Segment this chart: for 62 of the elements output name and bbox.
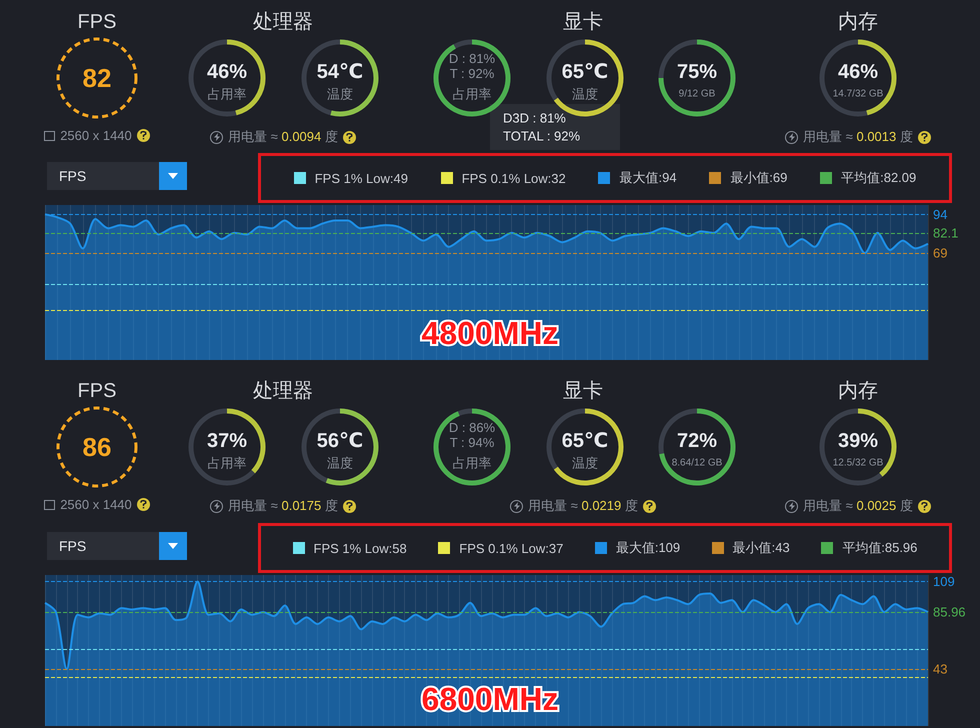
data-label: D : 86% T : 94% <box>448 420 496 450</box>
text: 显卡 <box>563 380 603 402</box>
text: D3D : 81% TOTAL : 92% <box>503 110 581 144</box>
ref-line-label: 94 <box>933 206 948 222</box>
text: 4800MHz <box>422 315 558 351</box>
text: 显卡 <box>563 11 603 33</box>
category-label: 占用率 <box>208 86 246 102</box>
category-label: 温度 <box>572 86 598 102</box>
data-label: 37% <box>206 430 248 452</box>
text: 最大值:109 <box>616 539 680 557</box>
category-label: 温度 <box>572 456 598 470</box>
data-label: 65℃ <box>562 430 608 452</box>
ref-line-label: 109 <box>933 574 955 590</box>
text: 最小值:69 <box>730 169 788 187</box>
category-label: 占用率 <box>452 456 492 470</box>
text: FPS 0.1% Low:32 <box>462 170 566 186</box>
text: 用电量 ≈ 0.0219 度 <box>528 498 638 513</box>
text: FPS <box>59 168 88 184</box>
text: 内存 <box>838 11 878 33</box>
category-label: 温度 <box>327 86 353 102</box>
text: FPS 1% Low:58 <box>314 540 407 556</box>
category-label: 占用率 <box>208 456 246 470</box>
text: 最小值:43 <box>732 539 790 557</box>
text: 2560 x 1440 <box>60 128 132 143</box>
data-label: 65℃ <box>562 61 608 83</box>
category-label: 温度 <box>327 456 353 470</box>
data-label: 39% <box>838 430 878 452</box>
category-label: 9/12 GB <box>678 88 716 100</box>
data-label: D : 81% T : 92% <box>448 51 496 81</box>
text: FPS 0.1% Low:37 <box>459 540 564 556</box>
data-label: 46% <box>206 61 248 83</box>
text: FPS <box>78 11 116 33</box>
text: 最大值:94 <box>619 169 677 187</box>
category-label: 14.7/32 GB <box>832 88 884 100</box>
text: 内存 <box>838 380 878 402</box>
category-label: 12.5/32 GB <box>832 458 884 468</box>
data-label: 46% <box>838 61 878 83</box>
ref-line-label: 43 <box>933 662 948 677</box>
data-label: 56℃ <box>316 430 364 452</box>
text: FPS <box>78 380 116 402</box>
data-label: 54℃ <box>316 61 364 83</box>
text: 平均值:82.09 <box>841 169 916 187</box>
category-label: 8.64/12 GB <box>672 458 723 468</box>
data-label: 75% <box>676 61 718 83</box>
text: 86 <box>82 432 112 462</box>
ref-line-label: 82.1 <box>933 225 958 240</box>
text: 用电量 ≈ 0.0025 度 <box>803 498 913 513</box>
ref-line-label: 85.96 <box>933 604 966 620</box>
text: 82 <box>82 63 112 93</box>
text: 平均值:85.96 <box>842 539 918 557</box>
text: 处理器 <box>253 11 313 33</box>
text: 处理器 <box>253 380 313 402</box>
text: FPS 1% Low:49 <box>314 170 408 186</box>
text: 6800MHz <box>422 681 558 717</box>
text: 用电量 ≈ 0.0013 度 <box>803 129 913 144</box>
text: FPS <box>59 538 88 554</box>
data-label: 72% <box>676 430 718 452</box>
text: 2560 x 1440 <box>60 497 132 512</box>
category-label: 占用率 <box>452 86 492 102</box>
text: 用电量 ≈ 0.0175 度 <box>228 498 338 513</box>
ref-line-label: 69 <box>933 246 948 261</box>
text: 用电量 ≈ 0.0094 度 <box>228 129 338 144</box>
